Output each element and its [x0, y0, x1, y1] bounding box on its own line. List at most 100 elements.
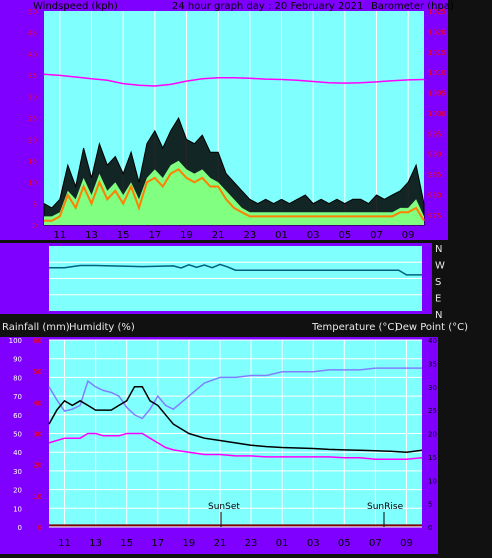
temp-y-tick-label: 30	[428, 384, 437, 392]
wind-x-tick-label: 07	[370, 230, 383, 241]
wind-y-tick-label: 30	[28, 94, 37, 102]
direction-label: E	[435, 294, 441, 305]
humidity-y-tick-label: 50	[13, 431, 22, 439]
wind-y-tick-label: 20	[28, 136, 37, 144]
temp-x-tick-label: 19	[183, 538, 196, 549]
humidity-title: Humidity (%)	[69, 322, 135, 333]
direction-series	[49, 263, 422, 276]
temp-y-tick-label: 20	[428, 431, 437, 439]
humidity-y-tick-label: 100	[9, 337, 22, 345]
wind-y-ticks: 0 5 10 15 20 25 30 35 40 45 50	[28, 8, 37, 230]
humidity-y-tick-label: 60	[13, 412, 22, 420]
temp-x-tick-label: 15	[120, 538, 133, 549]
rain-title: Rainfall (mm)	[2, 322, 70, 333]
wind-series	[43, 73, 425, 226]
temp-y-tick-label: 35	[428, 360, 437, 368]
sunset-label: SunSet	[208, 502, 240, 512]
temp-x-tick-label: 03	[307, 538, 320, 549]
baro-y-tick-label: 975	[428, 212, 441, 220]
temp-y-tick-label: 15	[428, 454, 437, 462]
humidity-y-tick-label: 20	[13, 487, 22, 495]
humidity-y-tick-label: 80	[13, 374, 22, 382]
baro-y-tick-label: 1010	[428, 69, 446, 77]
humidity-y-tick-label: 30	[13, 468, 22, 476]
rain-y-tick-label: 30	[33, 431, 42, 439]
wind-y-tick-label: 25	[28, 115, 37, 123]
humidity-series	[48, 367, 422, 420]
rain-y-tick-label: 60	[33, 337, 42, 345]
temp-y-tick-label: 5	[428, 501, 432, 509]
direction-label: W	[435, 261, 445, 272]
wind-y-tick-label: 45	[28, 29, 37, 37]
temp-y-tick-label: 0	[428, 524, 432, 532]
wind-x-tick-label: 13	[85, 230, 98, 241]
baro-y-tick-label: 1000	[428, 110, 446, 118]
wind-y-tick-label: 50	[28, 8, 37, 16]
dewpoint-series	[48, 432, 423, 460]
humidity-y-tick-label: 10	[13, 505, 22, 513]
wind-x-tick-label: 01	[275, 230, 288, 241]
wind-x-tick-label: 23	[243, 230, 256, 241]
baro-y-tick-label: 985	[428, 171, 441, 179]
rain-y-tick-label: 20	[33, 462, 42, 470]
temp-x-tick-label: 13	[89, 538, 102, 549]
wind-y-tick-label: 0	[33, 222, 37, 230]
wind-y-tick-label: 40	[28, 51, 37, 59]
baro-y-tick-label: 980	[428, 191, 441, 199]
wind-x-tick-label: 19	[180, 230, 193, 241]
wind-x-tick-label: 03	[307, 230, 320, 241]
baro-y-tick-label: 995	[428, 130, 441, 138]
baro-title: Barometer (hpa)	[371, 1, 454, 12]
direction-grid	[49, 261, 422, 296]
baro-y-tick-label: 1005	[428, 90, 446, 98]
wind-x-tick-label: 09	[402, 230, 415, 241]
wind-y-tick-label: 5	[33, 201, 37, 209]
wind-x-ticks: 11 13 15 17 19 21 23 01 03 05 07 09	[53, 230, 414, 241]
barometer-series	[43, 73, 425, 87]
direction-label: N	[435, 244, 442, 255]
humidity-y-tick-label: 90	[13, 356, 22, 364]
wind-x-tick-label: 15	[117, 230, 130, 241]
humidity-y-tick-label: 0	[18, 524, 22, 532]
direction-label: N	[435, 310, 442, 321]
direction-label: S	[435, 277, 441, 288]
wind-title: Windspeed (kph)	[33, 1, 118, 12]
rain-y-tick-label: 0	[38, 524, 42, 532]
baro-y-tick-label: 1015	[428, 49, 446, 57]
wind-x-tick-label: 21	[212, 230, 225, 241]
baro-y-tick-label: 990	[428, 151, 441, 159]
rain-y-tick-label: 10	[33, 493, 42, 501]
wind-speed-series	[44, 168, 425, 222]
sunrise-label: SunRise	[367, 502, 404, 512]
rain-y-tick-label: 40	[33, 399, 42, 407]
temperature-title: Temperature (°C)	[311, 322, 398, 333]
temperature-series	[48, 386, 423, 453]
temp-x-tick-label: 01	[276, 538, 289, 549]
baro-y-tick-label: 1020	[428, 28, 446, 36]
humidity-y-tick-label: 70	[13, 393, 22, 401]
wind-direction-series	[49, 263, 422, 276]
temp-x-tick-label: 09	[400, 538, 413, 549]
rain-y-tick-label: 50	[33, 368, 42, 376]
temp-y-ticks: 0 10 20 30 40 50 60 70 80 90 100 0 10 20 30 40 50 60 0 5 10 1…	[9, 337, 437, 532]
baro-y-ticks: 975 980 985 990 995 1000 1005 1010 1015 1020 1025	[428, 8, 446, 220]
temp-x-tick-label: 21	[214, 538, 227, 549]
wind-x-tick-label: 11	[53, 230, 66, 241]
wind-y-tick-label: 35	[28, 72, 37, 80]
temp-x-ticks: 11 13 15 17 19 21 23 01 03 05 07 09	[58, 538, 413, 549]
temp-x-tick-label: 17	[151, 538, 164, 549]
temp-x-tick-label: 05	[338, 538, 351, 549]
temp-x-tick-label: 11	[58, 538, 71, 549]
wind-y-tick-label: 15	[28, 158, 37, 166]
temp-y-tick-label: 25	[428, 407, 437, 415]
wind-gust-series	[43, 116, 425, 226]
dewpoint-title: Dew Point (°C)	[395, 322, 468, 333]
humidity-y-tick-label: 40	[13, 449, 22, 457]
temp-y-tick-label: 10	[428, 477, 437, 485]
wind-x-tick-label: 17	[148, 230, 161, 241]
graph-title: 24 hour graph day : 20 February 2021	[172, 1, 363, 12]
wind-x-tick-label: 05	[338, 230, 351, 241]
